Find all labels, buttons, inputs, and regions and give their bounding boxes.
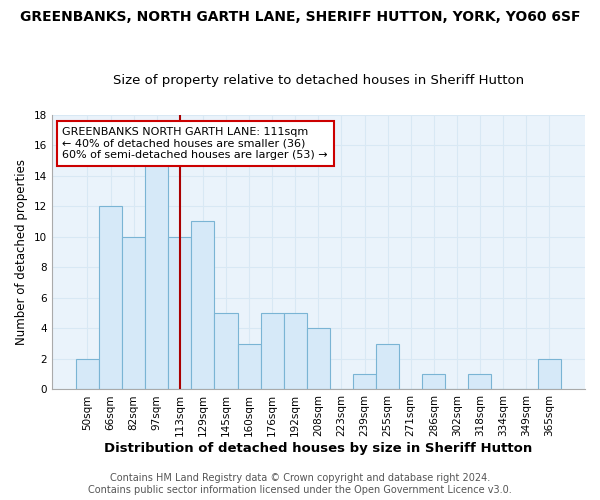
Bar <box>260 313 284 390</box>
Bar <box>76 359 99 390</box>
Bar <box>353 374 376 390</box>
X-axis label: Distribution of detached houses by size in Sheriff Hutton: Distribution of detached houses by size … <box>104 442 532 455</box>
Bar <box>284 313 307 390</box>
Bar <box>191 222 214 390</box>
Text: GREENBANKS NORTH GARTH LANE: 111sqm
← 40% of detached houses are smaller (36)
60: GREENBANKS NORTH GARTH LANE: 111sqm ← 40… <box>62 127 328 160</box>
Bar <box>99 206 122 390</box>
Bar <box>538 359 561 390</box>
Bar <box>422 374 445 390</box>
Bar <box>307 328 330 390</box>
Bar <box>122 236 145 390</box>
Bar <box>469 374 491 390</box>
Y-axis label: Number of detached properties: Number of detached properties <box>15 159 28 345</box>
Bar <box>145 160 168 390</box>
Text: GREENBANKS, NORTH GARTH LANE, SHERIFF HUTTON, YORK, YO60 6SF: GREENBANKS, NORTH GARTH LANE, SHERIFF HU… <box>20 10 580 24</box>
Text: Contains HM Land Registry data © Crown copyright and database right 2024.
Contai: Contains HM Land Registry data © Crown c… <box>88 474 512 495</box>
Bar <box>168 236 191 390</box>
Bar <box>238 344 260 390</box>
Bar <box>376 344 399 390</box>
Title: Size of property relative to detached houses in Sheriff Hutton: Size of property relative to detached ho… <box>113 74 524 87</box>
Bar <box>214 313 238 390</box>
